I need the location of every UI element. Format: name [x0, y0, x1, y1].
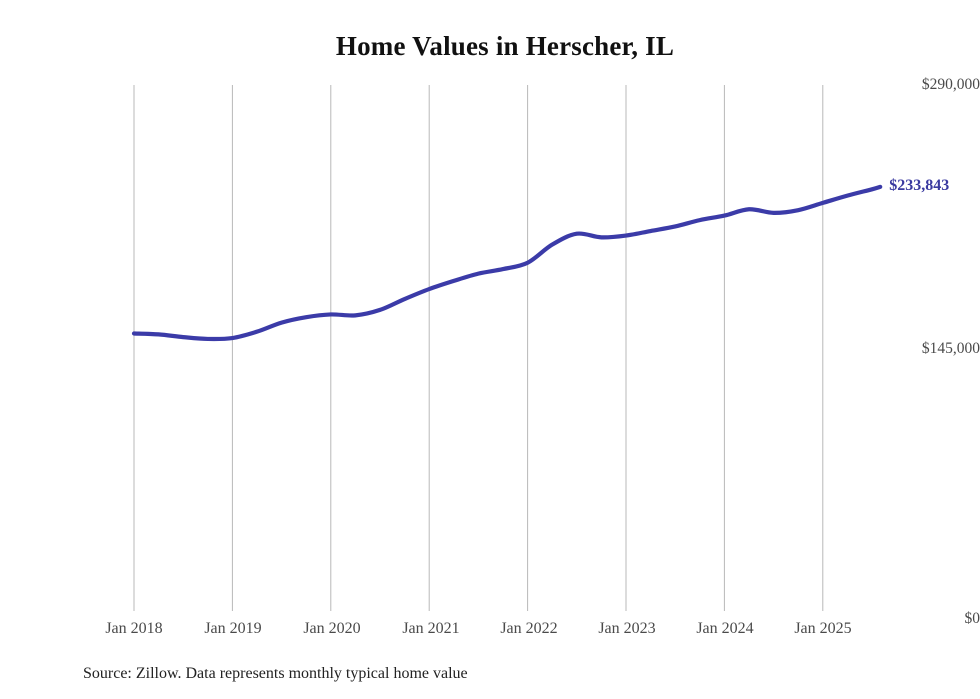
x-axis-tick-label-jan-2025: Jan 2025: [794, 620, 852, 637]
x-axis-tick-label-jan-2022: Jan 2022: [500, 620, 558, 637]
x-axis-tick-label-jan-2018: Jan 2018: [105, 620, 163, 637]
source-caption: Source: Zillow. Data represents monthly …: [83, 665, 468, 682]
x-axis-tick-label-jan-2023: Jan 2023: [598, 620, 656, 637]
x-axis-tick-label-jan-2021: Jan 2021: [402, 620, 460, 637]
end-value-annotation: $233,843: [889, 176, 950, 194]
x-axis-tick-label-jan-2024: Jan 2024: [696, 620, 754, 637]
y-axis-tick-label-middle: $145,000: [921, 340, 980, 357]
y-axis-tick-label-top: $290,000: [921, 76, 980, 93]
chart-title: Home Values in Herscher, IL: [335, 31, 675, 61]
x-axis-tick-label-jan-2019: Jan 2019: [204, 620, 262, 637]
vertical-gridlines: [133, 85, 824, 611]
home-value-line-series: [131, 184, 883, 342]
x-axis-tick-label-jan-2020: Jan 2020: [303, 620, 361, 637]
y-axis-tick-label-zero: $0: [964, 610, 980, 627]
